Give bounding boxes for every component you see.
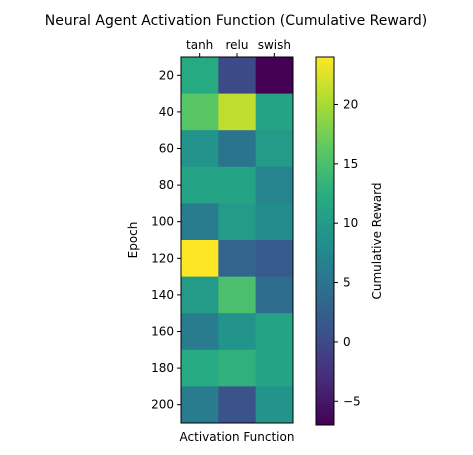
heatmap-cell	[255, 57, 294, 94]
heatmap-cell	[181, 386, 219, 424]
y-tick-label: 120	[151, 251, 174, 265]
colorbar-tick-label: 5	[343, 276, 351, 290]
heatmap-cell	[181, 349, 219, 387]
colorbar-tick-label: 10	[343, 216, 358, 230]
heatmap-cell	[255, 349, 294, 387]
colorbar-tick-label: 0	[343, 335, 351, 349]
chart-title: Neural Agent Activation Function (Cumula…	[45, 13, 427, 29]
heatmap-cell	[218, 276, 257, 314]
heatmap-cell	[181, 276, 219, 314]
heatmap-cell	[218, 240, 257, 277]
heatmap-cell	[255, 166, 294, 204]
heatmap-cell	[181, 93, 219, 131]
y-tick-label: 40	[159, 105, 174, 119]
heatmap-cell	[181, 57, 219, 94]
heatmap-cell	[255, 276, 294, 314]
heatmap-cell	[218, 130, 257, 168]
heatmap-cell	[218, 349, 257, 387]
heatmap-cell	[181, 313, 219, 351]
colorbar-ticks: −5 0 5 10 15 20	[334, 97, 361, 408]
heatmap-cell	[218, 93, 257, 131]
y-tick-label: 200	[151, 398, 174, 412]
heatmap-cell	[255, 386, 294, 424]
heatmap-cell	[218, 313, 257, 351]
colorbar-tick-label: 20	[343, 97, 358, 111]
heatmap-cells	[181, 57, 294, 424]
colorbar-tick-label: 15	[343, 157, 358, 171]
y-tick-label: 100	[151, 215, 174, 229]
heatmap-cell	[181, 166, 219, 204]
colorbar-label: Cumulative Reward	[370, 183, 384, 300]
heatmap-cell	[181, 203, 219, 241]
heatmap-cell	[218, 203, 257, 241]
y-tick-label: 80	[159, 178, 174, 192]
y-tick-label: 20	[159, 68, 174, 82]
colorbar-tick-label: −5	[343, 394, 361, 408]
heatmap-cell	[181, 130, 219, 168]
heatmap-cell	[255, 130, 294, 168]
colorbar	[315, 56, 335, 426]
heatmap-cell	[255, 93, 294, 131]
heatmap-cell	[181, 240, 219, 277]
heatmap-cell	[255, 240, 294, 277]
heatmap-cell	[218, 166, 257, 204]
x-tick-label: swish	[258, 38, 291, 52]
y-tick-label: 180	[151, 361, 174, 375]
heatmap-cell	[218, 386, 257, 424]
y-tick-label: 160	[151, 325, 174, 339]
heatmap-cell	[255, 203, 294, 241]
x-tick-label: relu	[226, 38, 249, 52]
y-axis-label: Epoch	[126, 222, 140, 259]
heatmap-cell	[255, 313, 294, 351]
y-tick-label: 60	[159, 142, 174, 156]
x-tick-labels: tanh relu swish	[186, 38, 291, 57]
heatmap-cell	[218, 57, 257, 94]
y-tick-labels: 20 40 60 80 100 120 140 160 180 200	[151, 68, 181, 412]
x-axis-label: Activation Function	[180, 430, 295, 444]
y-tick-label: 140	[151, 288, 174, 302]
x-tick-label: tanh	[186, 38, 213, 52]
